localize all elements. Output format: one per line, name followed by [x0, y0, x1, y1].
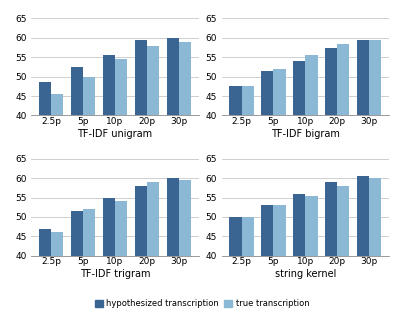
Bar	[274, 69, 286, 270]
Bar	[39, 228, 51, 316]
Bar	[305, 55, 318, 270]
Bar	[261, 71, 274, 270]
Bar	[261, 205, 274, 316]
Bar	[325, 182, 337, 316]
Bar	[83, 77, 95, 270]
Bar	[357, 176, 369, 316]
Bar	[357, 40, 369, 270]
X-axis label: TF-IDF trigram: TF-IDF trigram	[80, 269, 150, 279]
X-axis label: string kernel: string kernel	[275, 269, 336, 279]
Legend: hypothesized transcription, true transcription: hypothesized transcription, true transcr…	[91, 296, 313, 312]
Bar	[135, 40, 147, 270]
Bar	[83, 209, 95, 316]
X-axis label: TF-IDF unigram: TF-IDF unigram	[78, 129, 152, 139]
Bar	[179, 180, 191, 316]
Bar	[305, 196, 318, 316]
Bar	[167, 38, 179, 270]
Bar	[179, 42, 191, 270]
Bar	[71, 211, 83, 316]
Bar	[103, 198, 115, 316]
Bar	[229, 86, 242, 270]
Bar	[293, 194, 305, 316]
Bar	[293, 61, 305, 270]
Bar	[115, 59, 127, 270]
Bar	[167, 178, 179, 316]
Bar	[369, 178, 381, 316]
Bar	[39, 82, 51, 270]
Bar	[147, 46, 159, 270]
X-axis label: TF-IDF bigram: TF-IDF bigram	[271, 129, 340, 139]
Bar	[51, 94, 63, 270]
Bar	[369, 40, 381, 270]
Bar	[103, 55, 115, 270]
Bar	[71, 67, 83, 270]
Bar	[337, 186, 349, 316]
Bar	[115, 201, 127, 316]
Bar	[325, 48, 337, 270]
Bar	[274, 205, 286, 316]
Bar	[51, 233, 63, 316]
Bar	[337, 44, 349, 270]
Bar	[135, 186, 147, 316]
Bar	[147, 182, 159, 316]
Bar	[229, 217, 242, 316]
Bar	[242, 217, 254, 316]
Bar	[242, 86, 254, 270]
